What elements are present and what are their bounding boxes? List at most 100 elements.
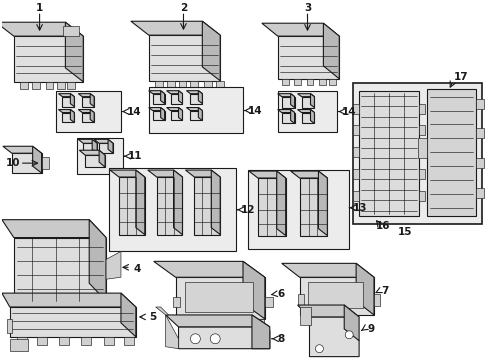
- Polygon shape: [152, 111, 164, 121]
- Polygon shape: [190, 111, 202, 121]
- Text: 17: 17: [452, 72, 467, 82]
- Polygon shape: [89, 220, 106, 301]
- Bar: [17, 337, 27, 345]
- Bar: [352, 147, 358, 157]
- Polygon shape: [70, 94, 74, 107]
- Bar: [123, 337, 134, 345]
- Polygon shape: [202, 21, 220, 81]
- Bar: [352, 191, 358, 201]
- Bar: [475, 188, 483, 198]
- Bar: [204, 81, 212, 88]
- Text: 4: 4: [134, 264, 141, 274]
- Circle shape: [210, 334, 220, 344]
- Polygon shape: [301, 96, 314, 108]
- Polygon shape: [297, 94, 314, 96]
- Bar: [185, 282, 252, 312]
- Polygon shape: [178, 108, 182, 121]
- Polygon shape: [148, 108, 164, 111]
- Polygon shape: [355, 264, 373, 315]
- Bar: [281, 79, 288, 85]
- Polygon shape: [257, 178, 285, 235]
- Polygon shape: [186, 108, 202, 111]
- Polygon shape: [156, 177, 182, 235]
- Polygon shape: [131, 21, 220, 35]
- Polygon shape: [290, 109, 294, 123]
- Bar: [352, 169, 358, 179]
- Text: 6: 6: [277, 289, 285, 299]
- Bar: [301, 315, 311, 323]
- Bar: [264, 297, 272, 307]
- Polygon shape: [166, 108, 182, 111]
- Bar: [45, 82, 53, 89]
- Polygon shape: [170, 111, 182, 121]
- Polygon shape: [78, 109, 94, 113]
- Bar: [352, 83, 481, 224]
- Polygon shape: [90, 109, 94, 122]
- Text: 1: 1: [36, 3, 43, 13]
- Polygon shape: [166, 91, 182, 94]
- Bar: [20, 82, 28, 89]
- Polygon shape: [59, 94, 74, 96]
- Bar: [10, 339, 28, 351]
- Polygon shape: [297, 305, 358, 317]
- Polygon shape: [186, 91, 202, 94]
- Bar: [319, 79, 325, 85]
- Bar: [307, 282, 362, 308]
- Bar: [67, 82, 75, 89]
- Polygon shape: [83, 143, 97, 153]
- Bar: [297, 294, 303, 306]
- Bar: [172, 297, 180, 307]
- Polygon shape: [310, 109, 314, 123]
- Polygon shape: [155, 307, 168, 315]
- Polygon shape: [251, 315, 269, 349]
- Polygon shape: [119, 177, 144, 235]
- Circle shape: [315, 345, 323, 353]
- Bar: [417, 138, 426, 158]
- Polygon shape: [281, 96, 294, 108]
- Polygon shape: [290, 94, 294, 108]
- Polygon shape: [85, 155, 105, 167]
- Polygon shape: [62, 113, 74, 122]
- Polygon shape: [297, 109, 314, 113]
- Polygon shape: [79, 150, 105, 155]
- Polygon shape: [190, 94, 202, 104]
- Polygon shape: [92, 139, 97, 153]
- Bar: [148, 87, 243, 133]
- Text: 14: 14: [342, 107, 356, 117]
- Bar: [154, 81, 163, 88]
- Bar: [63, 26, 79, 36]
- Bar: [81, 337, 91, 345]
- Polygon shape: [248, 171, 285, 178]
- Text: 13: 13: [352, 203, 367, 213]
- Polygon shape: [211, 170, 220, 235]
- Text: 8: 8: [277, 334, 285, 344]
- Polygon shape: [153, 261, 264, 277]
- Polygon shape: [170, 94, 182, 104]
- Bar: [76, 301, 91, 311]
- Bar: [418, 104, 424, 113]
- Text: 7: 7: [380, 286, 387, 296]
- Polygon shape: [14, 238, 106, 301]
- Polygon shape: [99, 143, 113, 153]
- Polygon shape: [136, 170, 144, 235]
- Polygon shape: [165, 315, 269, 327]
- Bar: [32, 82, 40, 89]
- Polygon shape: [70, 109, 74, 122]
- Text: 5: 5: [148, 312, 156, 322]
- Bar: [166, 81, 174, 88]
- Bar: [77, 138, 122, 174]
- Polygon shape: [281, 113, 294, 123]
- Text: 2: 2: [180, 3, 187, 13]
- Polygon shape: [148, 91, 164, 94]
- Bar: [180, 319, 192, 329]
- Polygon shape: [59, 109, 74, 113]
- Polygon shape: [299, 178, 326, 235]
- Polygon shape: [243, 261, 264, 319]
- Polygon shape: [161, 108, 164, 121]
- Bar: [60, 337, 69, 345]
- Circle shape: [345, 331, 352, 339]
- Bar: [306, 79, 313, 85]
- Text: 10: 10: [6, 158, 20, 168]
- Bar: [190, 81, 198, 88]
- Polygon shape: [14, 36, 83, 82]
